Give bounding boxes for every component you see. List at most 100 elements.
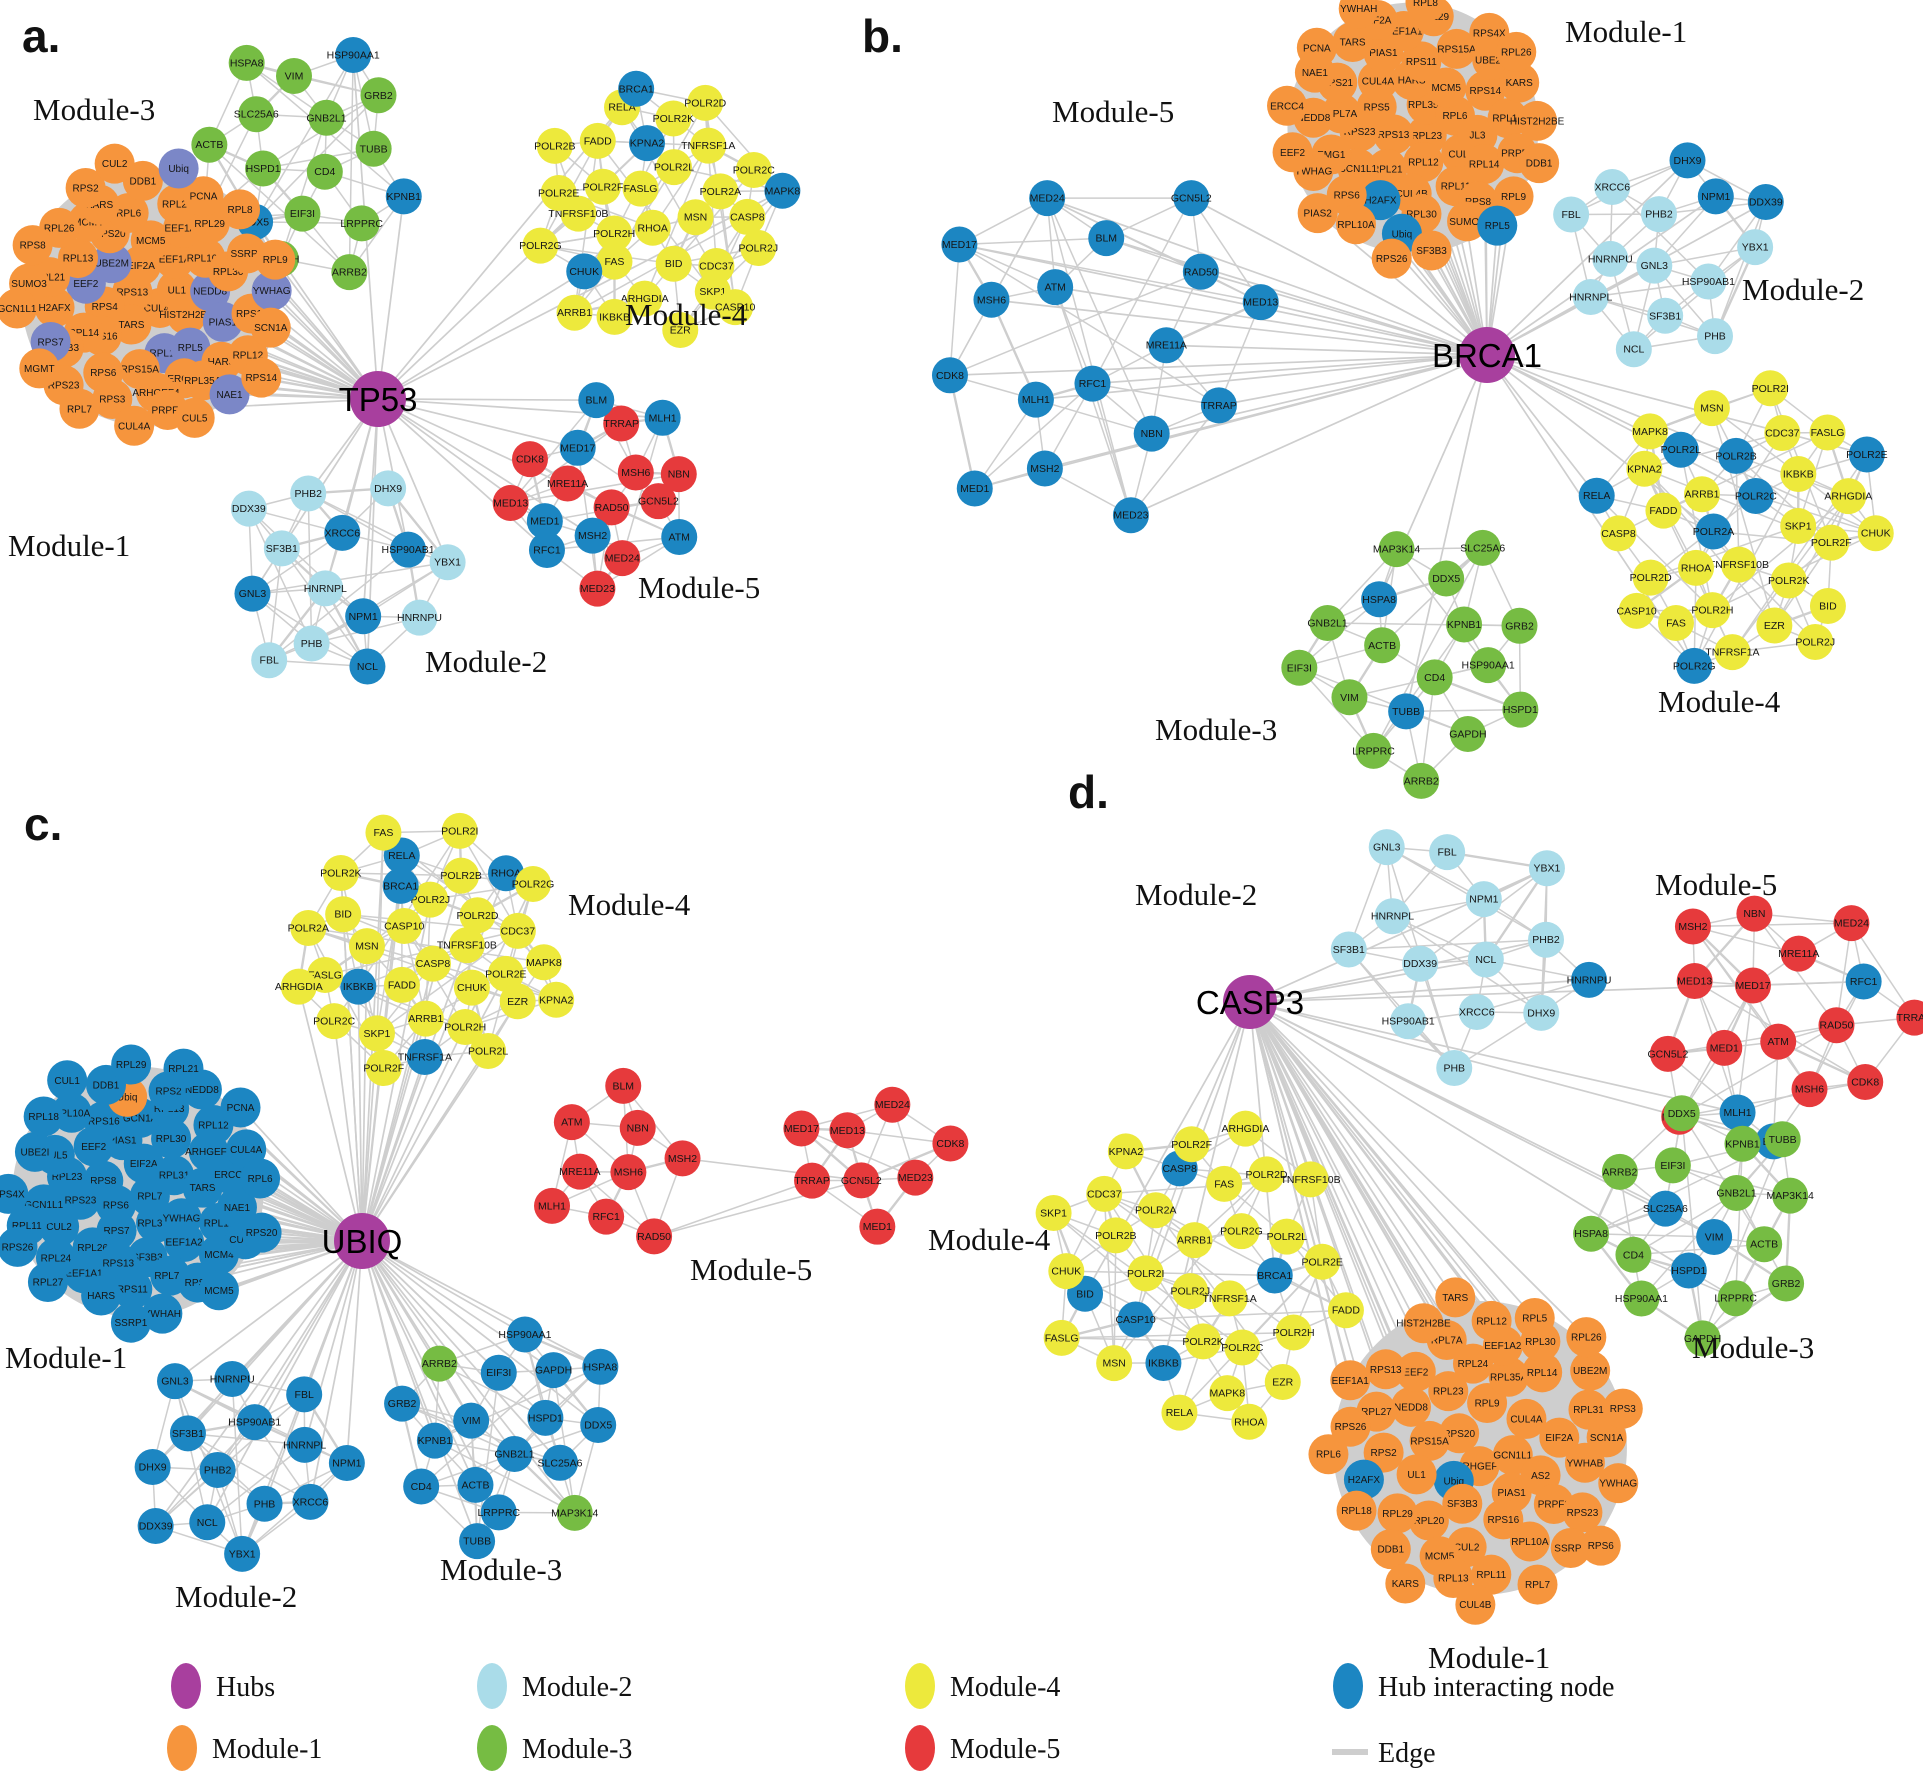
node-MGMT (19, 348, 60, 389)
node-POLR2E (1304, 1243, 1341, 1280)
node-CUL1 (47, 1060, 88, 1101)
node-GAPDH (535, 1352, 572, 1389)
node-POLR2C (1224, 1329, 1261, 1366)
node-CD4 (403, 1468, 440, 1505)
node-VIM (453, 1402, 490, 1439)
node-HSP90AB1 (1390, 1003, 1427, 1040)
node-SLC25A6 (542, 1444, 579, 1481)
node-MED24 (874, 1086, 911, 1123)
node-SLC25A6 (238, 96, 275, 133)
node-POLR2D (1248, 1156, 1285, 1193)
node-RPS2 (65, 167, 106, 208)
node-NCL (349, 648, 386, 685)
node-GNB2L1 (1718, 1175, 1755, 1212)
node-FADD (383, 966, 420, 1003)
node-GCN5L2 (1173, 180, 1210, 217)
node-ARRB1 (407, 1000, 444, 1037)
node-FASLG (1043, 1319, 1080, 1356)
node-KPNA2 (629, 125, 666, 162)
node-MED1 (859, 1208, 896, 1245)
node-HNRNPU (1592, 240, 1629, 277)
node-GRB2 (1768, 1265, 1805, 1302)
node-FADD (579, 122, 616, 159)
node-RPL14 (1522, 1352, 1563, 1393)
node-POLR2G (522, 227, 559, 264)
node-GCN5L2 (843, 1162, 880, 1199)
node-MSH6 (973, 281, 1010, 318)
node-LRPPRC (1355, 732, 1392, 769)
node-POLR2B (1718, 437, 1755, 474)
node-RPL20 (1408, 1500, 1449, 1541)
node-SCN1A (250, 307, 291, 348)
node-RPL5 (170, 327, 211, 368)
node-KPNB1 (1724, 1125, 1761, 1162)
node-KPNA2 (1107, 1133, 1144, 1170)
node-MED24 (1833, 905, 1870, 942)
hub-UBIQ (334, 1213, 390, 1269)
node-PHB2 (290, 475, 327, 512)
node-SF3B1 (1330, 931, 1367, 968)
node-XRCC6 (292, 1483, 329, 1520)
node-CASP8 (729, 198, 766, 235)
node-RPL9 (1467, 1383, 1508, 1424)
node-MRE11A (549, 465, 586, 502)
node-RPL14 (1464, 144, 1505, 185)
node-RPS23 (1562, 1492, 1603, 1533)
node-TNFRSF10B (448, 927, 485, 964)
hub-BRCA1 (1459, 327, 1515, 383)
node-EIF3I (1654, 1147, 1691, 1184)
node-PHB2 (199, 1451, 236, 1488)
node-EEF1A2 (164, 1222, 205, 1263)
node-GNB2L1 (308, 99, 345, 136)
hub-CASP3 (1223, 975, 1277, 1029)
node-ATM (1760, 1023, 1797, 1060)
node-IKBKB (1780, 455, 1817, 492)
node-DDX39 (1402, 945, 1439, 982)
legend-marker-module-1 (167, 1725, 197, 1771)
node-GNL3 (156, 1363, 193, 1400)
node-MAPK8 (525, 944, 562, 981)
module-label-c-Module-4: Module-4 (568, 887, 691, 922)
node-LRPPRC (480, 1494, 517, 1531)
node-XRCC6 (324, 514, 361, 551)
legend-label-module-2: Module-2 (522, 1672, 632, 1703)
legend-label-module-5: Module-5 (950, 1734, 1060, 1765)
node-RPS16 (1483, 1499, 1524, 1540)
node-HNRNPL (286, 1426, 323, 1463)
node-POLR2F (1813, 524, 1850, 561)
node-MSH2 (574, 517, 611, 554)
node-RPS3 (92, 379, 133, 420)
legend-marker-module-2 (477, 1663, 507, 1709)
node-VIM (275, 57, 312, 94)
node-POLR2K (322, 855, 359, 892)
node-MED24 (1029, 180, 1066, 217)
node-POLR2K (655, 100, 692, 137)
node-FAS (596, 243, 633, 280)
node-RPL21 (163, 1048, 204, 1089)
node-MLH1 (1719, 1094, 1756, 1131)
node-TNFRSF1A (406, 1038, 443, 1075)
node-RAD50 (1182, 253, 1219, 290)
node-IKBKB (596, 298, 633, 335)
node-BRCA1 (1256, 1257, 1293, 1294)
node-MSH2 (664, 1140, 701, 1177)
node-RAD50 (636, 1218, 673, 1255)
node-RPS26 (1330, 1406, 1371, 1447)
node-CUL4B (1455, 1584, 1496, 1625)
node-CUL5 (174, 397, 215, 438)
node-GCN5L2 (1649, 1035, 1686, 1072)
node-POLR2F (1173, 1126, 1210, 1163)
module-label-a-Module-3: Module-3 (33, 92, 155, 127)
panel-d: NCLDDX39NPM1XRCC6HNRNPLPHB2HSP90AB1FBLDH… (928, 766, 1923, 1675)
node-RPL13 (58, 238, 99, 279)
node-POLR2C (735, 151, 772, 188)
node-CDC37 (499, 912, 536, 949)
node-MSH2 (1674, 908, 1711, 945)
node-ATM (1037, 269, 1074, 306)
node-DDX5 (1663, 1095, 1700, 1132)
node-RFC1 (588, 1198, 625, 1235)
node-EEF2 (1272, 132, 1313, 173)
node-SUMO3 (1447, 201, 1488, 242)
node-EIF2A (1539, 1417, 1580, 1458)
module-label-b-Module-4: Module-4 (1658, 684, 1781, 719)
